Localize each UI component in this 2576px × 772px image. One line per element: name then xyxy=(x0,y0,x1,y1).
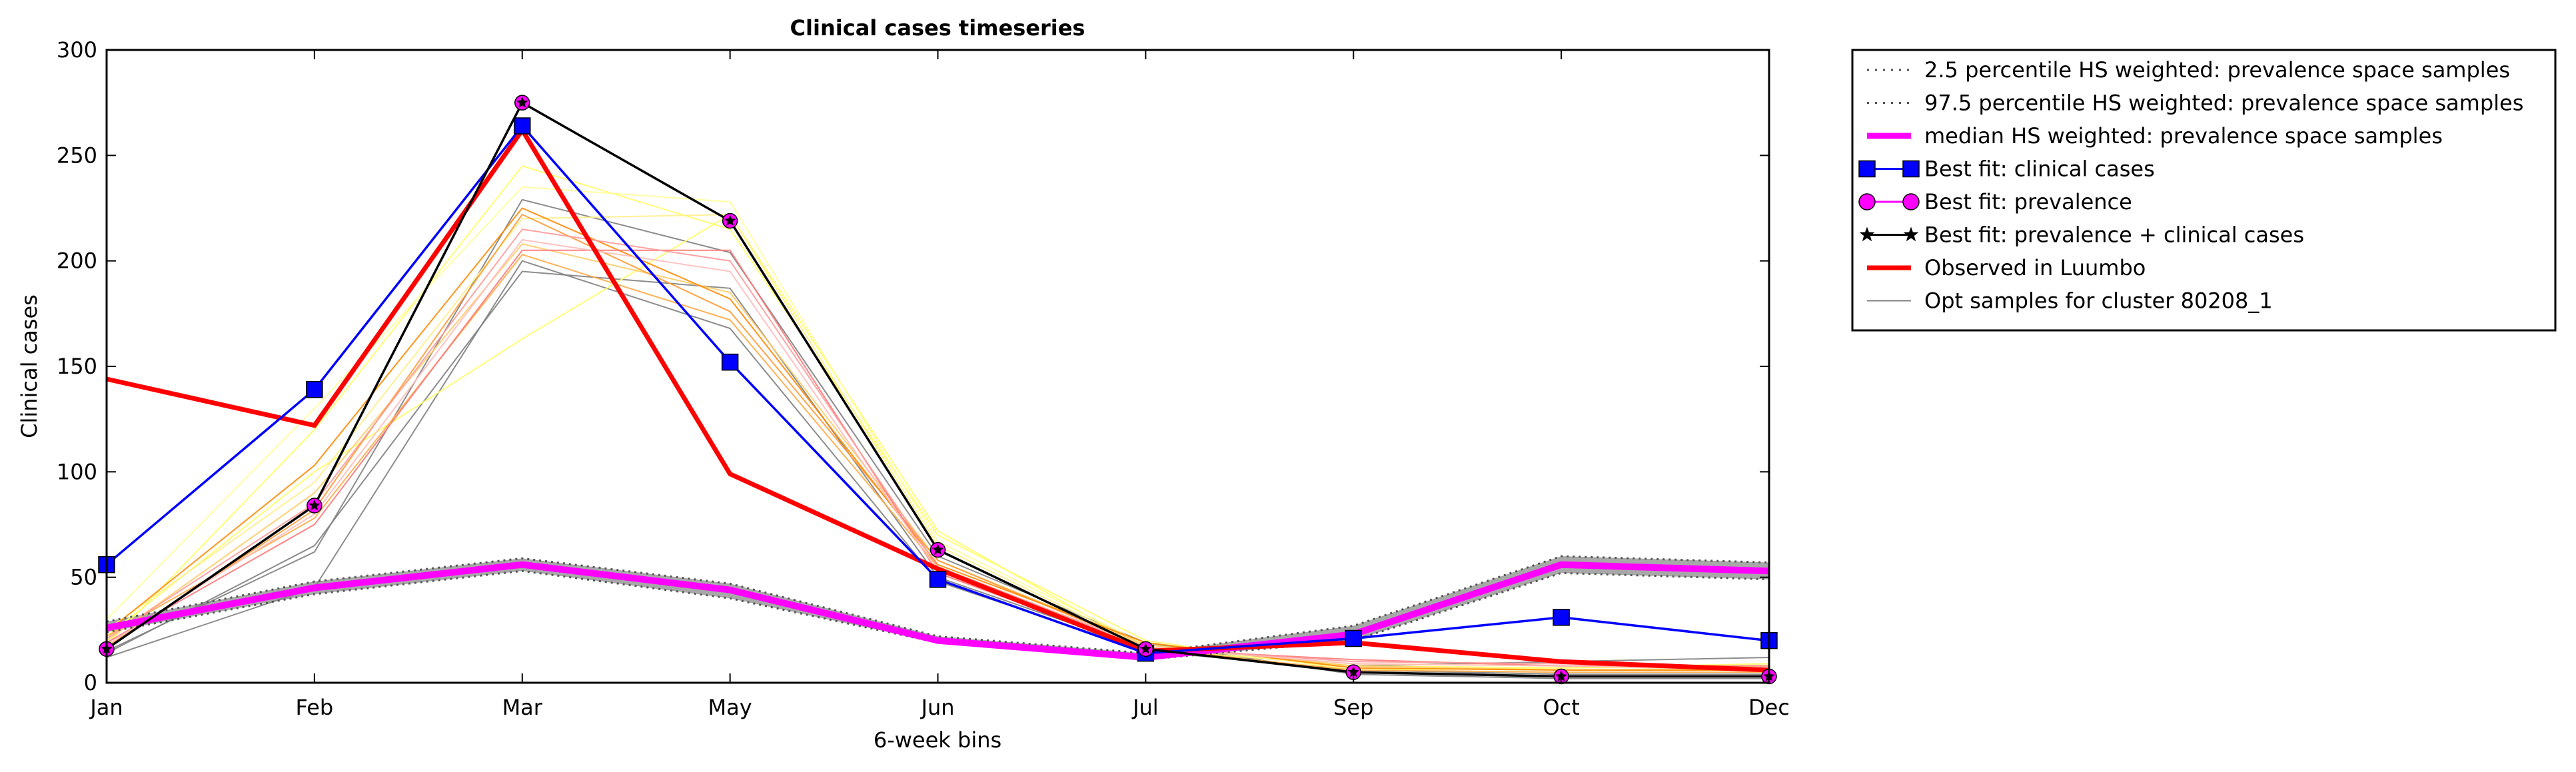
legend-item: Best fit: prevalence + clinical cases xyxy=(1859,222,2304,248)
y-tick-label: 150 xyxy=(57,354,97,379)
legend-label: Observed in Luumbo xyxy=(1924,255,2146,280)
legend-label: median HS weighted: prevalence space sam… xyxy=(1924,123,2443,149)
x-tick-label: Sep xyxy=(1333,695,1373,720)
y-tick-label: 50 xyxy=(70,565,97,590)
chart-title: Clinical cases timeseries xyxy=(790,15,1085,41)
legend-swatch-marker xyxy=(1859,226,1875,242)
legend-item: 97.5 percentile HS weighted: prevalence … xyxy=(1867,91,2523,116)
legend-item: Best fit: prevalence xyxy=(1858,189,2132,214)
best-fit-combined-marker xyxy=(309,500,321,511)
best-fit-combined-marker xyxy=(1347,666,1359,677)
legend-label: Opt samples for cluster 80208_1 xyxy=(1924,288,2273,314)
median-line xyxy=(106,561,1770,661)
best-fit-clinical-marker xyxy=(721,353,739,371)
best-fit-combined-marker xyxy=(516,97,528,108)
legend-swatch-marker xyxy=(1902,160,1920,178)
legend-item: Observed in Luumbo xyxy=(1867,255,2146,280)
legend: 2.5 percentile HS weighted: prevalence s… xyxy=(1851,49,2557,332)
best-fit-clinical-marker xyxy=(929,571,947,588)
best-fit-clinical-marker xyxy=(306,381,323,398)
legend-label: Best fit: prevalence + clinical cases xyxy=(1924,222,2304,248)
legend-item: median HS weighted: prevalence space sam… xyxy=(1867,123,2443,149)
y-tick-label: 100 xyxy=(57,459,97,484)
observed-line xyxy=(106,125,1770,673)
x-tick-label: Dec xyxy=(1748,695,1790,720)
legend-swatch-marker xyxy=(1902,193,1920,210)
legend-item: Best fit: clinical cases xyxy=(1858,157,2155,182)
x-tick-label: Jul xyxy=(1131,695,1159,720)
x-tick-label: Oct xyxy=(1543,695,1579,720)
x-tick-label: Jun xyxy=(920,695,955,720)
y-tick-label: 300 xyxy=(57,37,97,63)
y-axis-label: Clinical cases xyxy=(17,294,42,438)
legend-box xyxy=(1851,49,2557,332)
legend-label: 2.5 percentile HS weighted: prevalence s… xyxy=(1924,57,2510,83)
legend-swatch-marker xyxy=(1858,193,1876,210)
x-axis-label: 6-week bins xyxy=(874,727,1001,753)
legend-label: Best fit: clinical cases xyxy=(1924,157,2155,182)
x-tick-label: Jan xyxy=(89,695,123,720)
x-tick-label: Feb xyxy=(296,695,334,720)
plot-layer xyxy=(98,95,1778,685)
y-tick-label: 0 xyxy=(84,670,97,695)
y-tick-label: 250 xyxy=(57,143,97,168)
best-fit-combined-marker xyxy=(1139,643,1151,654)
x-tick-label: Mar xyxy=(502,695,543,720)
legend-item: Opt samples for cluster 80208_1 xyxy=(1867,288,2273,314)
legend-item: 2.5 percentile HS weighted: prevalence s… xyxy=(1867,57,2510,83)
axes-layer: 0 50 100 150 200 250 300 Jan Feb Mar May Jun Jul Sep O… xyxy=(57,37,1790,720)
best-fit-clinical-marker xyxy=(1553,609,1570,626)
best-fit-combined-marker xyxy=(932,544,944,555)
legend-swatch-marker xyxy=(1858,160,1876,178)
best-fit-clinical-marker xyxy=(514,117,531,135)
opt-sample-line-11 xyxy=(106,207,1769,671)
legend-label: 97.5 percentile HS weighted: prevalence … xyxy=(1924,91,2523,116)
opt-sample-line-5 xyxy=(106,213,1770,669)
best-fit-clinical-marker xyxy=(1345,629,1362,647)
legend-swatch-marker xyxy=(1903,226,1919,242)
best-fit-combined-marker xyxy=(724,214,736,226)
legend-label: Best fit: prevalence xyxy=(1924,189,2132,214)
y-tick-label: 200 xyxy=(57,248,97,274)
x-tick-label: May xyxy=(708,695,752,720)
